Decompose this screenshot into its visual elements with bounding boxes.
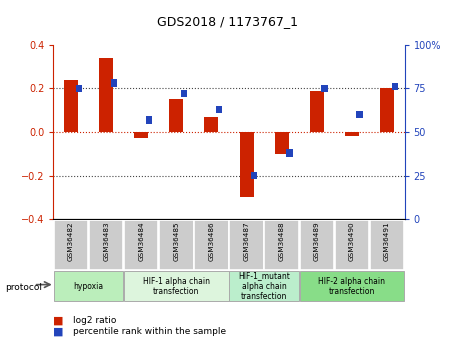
Text: GSM36483: GSM36483 [103, 222, 109, 262]
Bar [216, 106, 222, 113]
Text: ■: ■ [53, 315, 64, 325]
Bar [159, 220, 193, 270]
Bar [310, 91, 324, 132]
Text: GSM36491: GSM36491 [384, 222, 390, 262]
Bar [181, 90, 187, 97]
Bar [239, 132, 253, 197]
Bar [345, 132, 359, 136]
Text: HIF-2 alpha chain
transfection: HIF-2 alpha chain transfection [319, 277, 385, 296]
Bar [76, 85, 82, 92]
Text: GSM36486: GSM36486 [208, 222, 214, 262]
Bar [275, 132, 289, 154]
Bar [146, 116, 152, 124]
Bar [321, 85, 328, 92]
Text: GDS2018 / 1173767_1: GDS2018 / 1173767_1 [157, 16, 299, 29]
Bar [299, 272, 404, 301]
Text: hypoxia: hypoxia [73, 282, 104, 291]
Bar [89, 220, 123, 270]
Bar [335, 220, 369, 270]
Text: ■: ■ [53, 327, 64, 337]
Text: protocol: protocol [6, 283, 43, 292]
Bar [124, 272, 229, 301]
Bar [370, 220, 404, 270]
Bar [194, 220, 229, 270]
Bar [251, 172, 258, 179]
Text: HIF-1 alpha chain
transfection: HIF-1 alpha chain transfection [143, 277, 210, 296]
Bar [64, 80, 78, 132]
Bar [286, 149, 292, 157]
Text: HIF-1_mutant
alpha chain
transfection: HIF-1_mutant alpha chain transfection [238, 272, 290, 301]
Bar [54, 220, 88, 270]
Bar [169, 99, 183, 132]
Bar [111, 79, 117, 87]
Text: GSM36488: GSM36488 [279, 222, 285, 262]
Bar [392, 83, 398, 90]
Text: GSM36484: GSM36484 [138, 222, 144, 262]
Bar [299, 220, 334, 270]
Bar [357, 111, 363, 118]
Text: log2 ratio: log2 ratio [73, 316, 116, 325]
Text: GSM36487: GSM36487 [244, 222, 250, 262]
Bar [380, 88, 394, 132]
Text: GSM36482: GSM36482 [68, 222, 74, 262]
Bar [99, 58, 113, 132]
Text: percentile rank within the sample: percentile rank within the sample [73, 327, 226, 336]
Bar [124, 220, 159, 270]
Text: GSM36485: GSM36485 [173, 222, 179, 262]
Bar [54, 272, 123, 301]
Bar [229, 272, 299, 301]
Bar [205, 117, 219, 132]
Bar [134, 132, 148, 138]
Text: GSM36489: GSM36489 [314, 222, 320, 262]
Bar [229, 220, 264, 270]
Bar [265, 220, 299, 270]
Text: GSM36490: GSM36490 [349, 222, 355, 262]
